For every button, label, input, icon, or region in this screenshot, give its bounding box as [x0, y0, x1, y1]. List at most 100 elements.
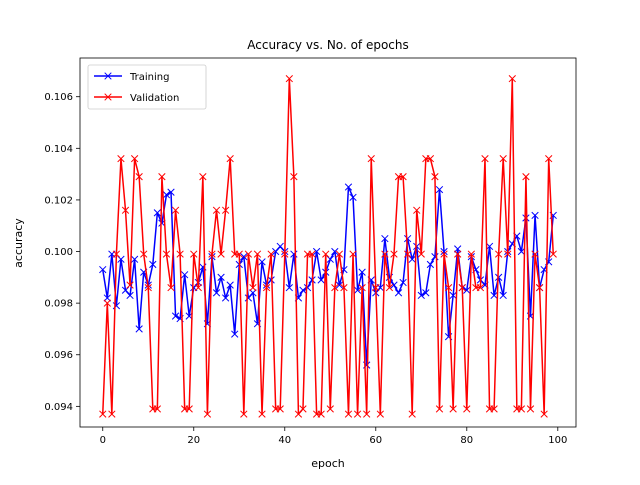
marker-stroke — [135, 173, 143, 181]
marker-stroke — [458, 284, 466, 292]
marker-stroke — [117, 255, 125, 263]
training-point — [312, 247, 321, 256]
marker-stroke — [322, 250, 330, 258]
marker-stroke — [130, 154, 139, 163]
marker-stroke — [504, 250, 512, 258]
marker-stroke — [399, 278, 407, 287]
validation-point — [176, 250, 184, 258]
marker-stroke — [349, 193, 357, 201]
marker-stroke — [435, 405, 444, 413]
validation-point — [508, 74, 516, 83]
training-point — [331, 247, 339, 256]
marker-stroke — [358, 284, 366, 292]
training-point — [449, 291, 457, 300]
validation-point — [130, 154, 139, 163]
training-point — [381, 234, 389, 243]
training-point — [440, 247, 448, 256]
validation-point — [335, 250, 344, 258]
marker-stroke — [335, 281, 344, 289]
validation-point — [340, 284, 348, 292]
legend-marker-training — [104, 72, 112, 80]
validation-point — [526, 405, 535, 413]
marker-stroke — [517, 247, 526, 256]
validation-point — [545, 154, 553, 163]
chart-title: Accuracy vs. No. of epochs — [247, 38, 409, 52]
marker-stroke — [408, 255, 416, 263]
training-point — [240, 253, 248, 261]
validation-point — [253, 250, 262, 258]
marker-stroke — [440, 250, 448, 258]
training-point — [303, 284, 312, 292]
marker-stroke — [376, 410, 384, 418]
marker-stroke — [317, 410, 325, 418]
validation-point — [194, 284, 202, 292]
marker-stroke — [358, 268, 366, 276]
marker-stroke — [372, 284, 380, 292]
marker-stroke — [244, 250, 253, 258]
marker-stroke — [381, 234, 389, 243]
validation-point — [226, 154, 234, 163]
marker-stroke — [526, 405, 535, 413]
validation-point — [190, 250, 198, 258]
marker-stroke — [99, 410, 107, 418]
legend-label-training: Training — [129, 72, 169, 83]
marker-stroke — [331, 247, 339, 256]
marker-stroke — [267, 250, 275, 258]
training-point — [217, 273, 225, 281]
marker-stroke — [276, 405, 284, 413]
marker-stroke — [212, 206, 221, 214]
x-tick-label: 20 — [187, 435, 200, 446]
training-point — [171, 312, 180, 320]
marker-stroke — [463, 286, 471, 294]
validation-point — [217, 250, 225, 258]
marker-stroke — [417, 291, 425, 300]
training-point — [344, 183, 353, 191]
training-point — [353, 286, 362, 294]
marker-stroke — [194, 284, 202, 292]
marker-stroke — [385, 284, 394, 292]
marker-stroke — [499, 154, 507, 163]
marker-stroke — [426, 260, 435, 269]
training-point — [335, 281, 344, 289]
validation-point — [435, 405, 444, 413]
training-point — [299, 286, 307, 294]
marker-stroke — [108, 410, 116, 418]
validation-point — [522, 173, 530, 181]
training-point — [413, 242, 421, 251]
legend-marker-validation — [104, 93, 112, 101]
marker-stroke — [353, 286, 362, 294]
validation-point — [426, 154, 435, 163]
marker-stroke — [408, 410, 416, 418]
training-point — [231, 330, 239, 338]
validation-point — [121, 206, 130, 214]
marker-stroke — [535, 284, 544, 292]
validation-point — [390, 250, 398, 258]
marker-stroke — [171, 206, 180, 214]
plot-background — [80, 58, 576, 427]
plot-frame — [79, 57, 577, 428]
validation-point — [167, 284, 175, 292]
marker-stroke — [231, 330, 239, 338]
marker-stroke — [258, 258, 266, 266]
marker-stroke — [103, 299, 111, 307]
y-axis-title: accuracy — [12, 218, 25, 268]
marker-stroke — [212, 289, 221, 297]
validation-point — [126, 281, 134, 289]
marker-stroke — [467, 250, 475, 258]
marker-stroke — [449, 405, 457, 413]
marker-stroke — [199, 173, 207, 181]
marker-stroke — [454, 250, 462, 258]
marker-stroke — [381, 250, 389, 258]
marker-stroke — [262, 284, 271, 292]
validation-point — [285, 74, 293, 83]
marker-stroke — [317, 276, 325, 284]
validation-point — [108, 410, 116, 418]
marker-stroke — [390, 281, 398, 289]
marker-stroke — [540, 410, 548, 418]
marker-stroke — [308, 250, 316, 258]
marker-stroke — [221, 206, 230, 214]
training-point — [454, 245, 462, 253]
validation-point — [413, 206, 421, 214]
marker-stroke — [249, 289, 257, 297]
